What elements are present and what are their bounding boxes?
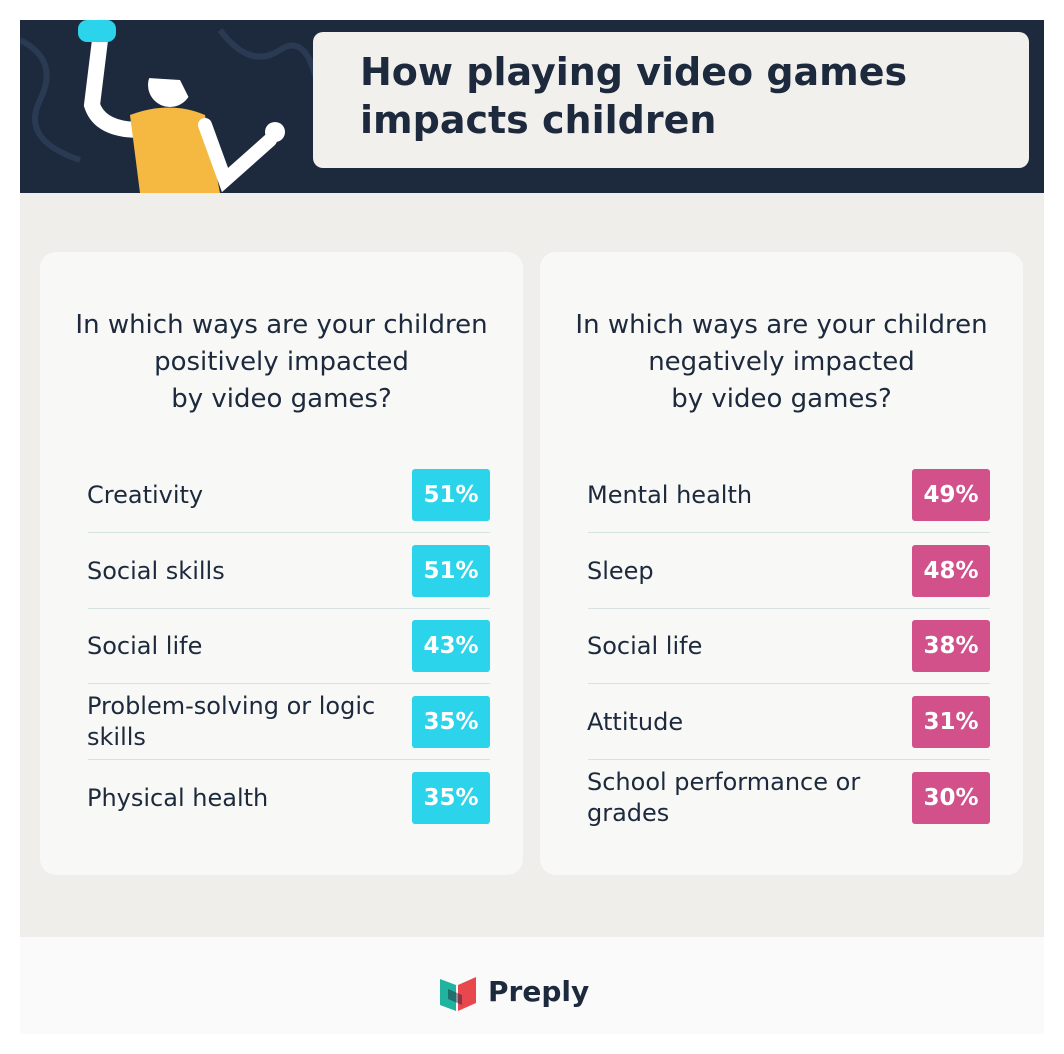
row-label: School performance or grades [587,768,861,827]
value-badge: 30% [912,772,990,824]
footer [20,937,1044,1034]
separator [588,759,990,760]
separator [88,759,490,760]
separator [88,683,490,684]
value-badge: 35% [412,696,490,748]
separator [88,608,490,609]
row-label: Social skills [87,556,225,585]
row-label: Social life [87,631,203,660]
logo-icon [440,977,476,1011]
title-box [313,32,1029,168]
separator [588,532,990,533]
illustration [20,20,323,193]
value-badge: 48% [912,545,990,597]
row-label: Social life [587,631,703,660]
row-label: Problem-solving or logic skills [87,692,376,751]
value-badge: 38% [912,620,990,672]
row-label: Creativity [87,480,204,509]
value-badge: 31% [912,696,990,748]
value-badge: 43% [412,620,490,672]
row-label: Mental health [587,480,753,509]
row-label: Physical health [87,783,269,812]
value-badge: 49% [912,469,990,521]
separator [588,683,990,684]
separator [588,608,990,609]
brand: Preply [488,975,590,1008]
separator [88,532,490,533]
value-badge: 51% [412,469,490,521]
question: In which ways are your children negative… [575,310,988,414]
title: How playing video games impacts children [360,50,908,142]
question: In which ways are your children positive… [75,310,488,414]
value-badge: 35% [412,772,490,824]
value-badge: 51% [412,545,490,597]
row-label: Sleep [587,556,654,585]
row-label: Attitude [587,707,684,736]
